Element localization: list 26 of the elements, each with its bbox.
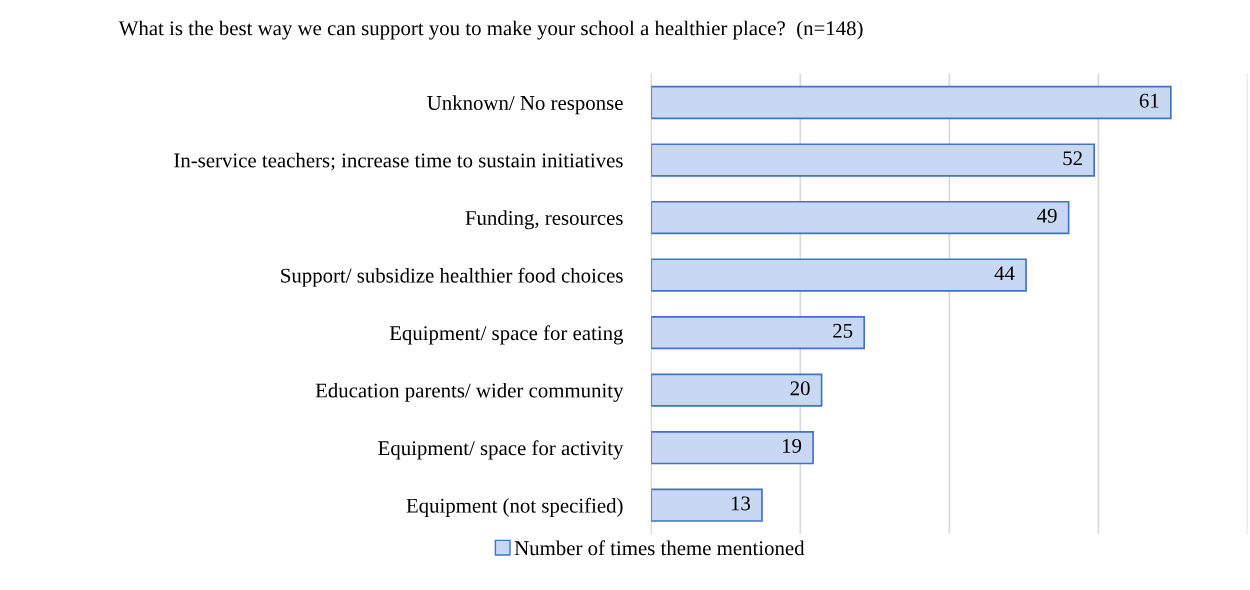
y-tick-label: In-service teachers; increase time to sustain initiatives: [174, 152, 623, 171]
y-tick-label: Equipment (not specified): [406, 497, 623, 517]
bar: [651, 200, 1070, 235]
bar: [651, 488, 763, 522]
y-tick-label: Support/ subsidize healthier food choices: [281, 267, 623, 287]
bar: [651, 373, 823, 407]
bar: [651, 143, 1096, 177]
data-label: 49: [1037, 208, 1057, 223]
y-tick-label: Equipment/ space for activity: [378, 440, 624, 460]
y-tick-label: Equipment/ space for eating: [389, 325, 624, 345]
data-label: 13: [731, 496, 751, 511]
data-label: 52: [1063, 151, 1082, 166]
bar: [651, 85, 1172, 120]
data-label: 44: [994, 266, 1015, 281]
y-tick-label: Education parents/ wider community: [315, 382, 624, 402]
chart-title: What is the best way we can support you to make your school a healthier place? (n=148): [118, 20, 863, 40]
y-tick-label: Funding, resources: [465, 210, 623, 230]
legend-label: Number of times theme mentioned: [514, 540, 805, 556]
data-label: 25: [833, 323, 853, 338]
data-label: 61: [1139, 93, 1159, 108]
bar: [651, 258, 1027, 292]
y-tick-label: Unknown/ No response: [427, 95, 623, 115]
bar: [651, 315, 866, 350]
data-label: 20: [790, 381, 810, 396]
data-label: 19: [782, 438, 802, 453]
bar: [651, 431, 814, 465]
